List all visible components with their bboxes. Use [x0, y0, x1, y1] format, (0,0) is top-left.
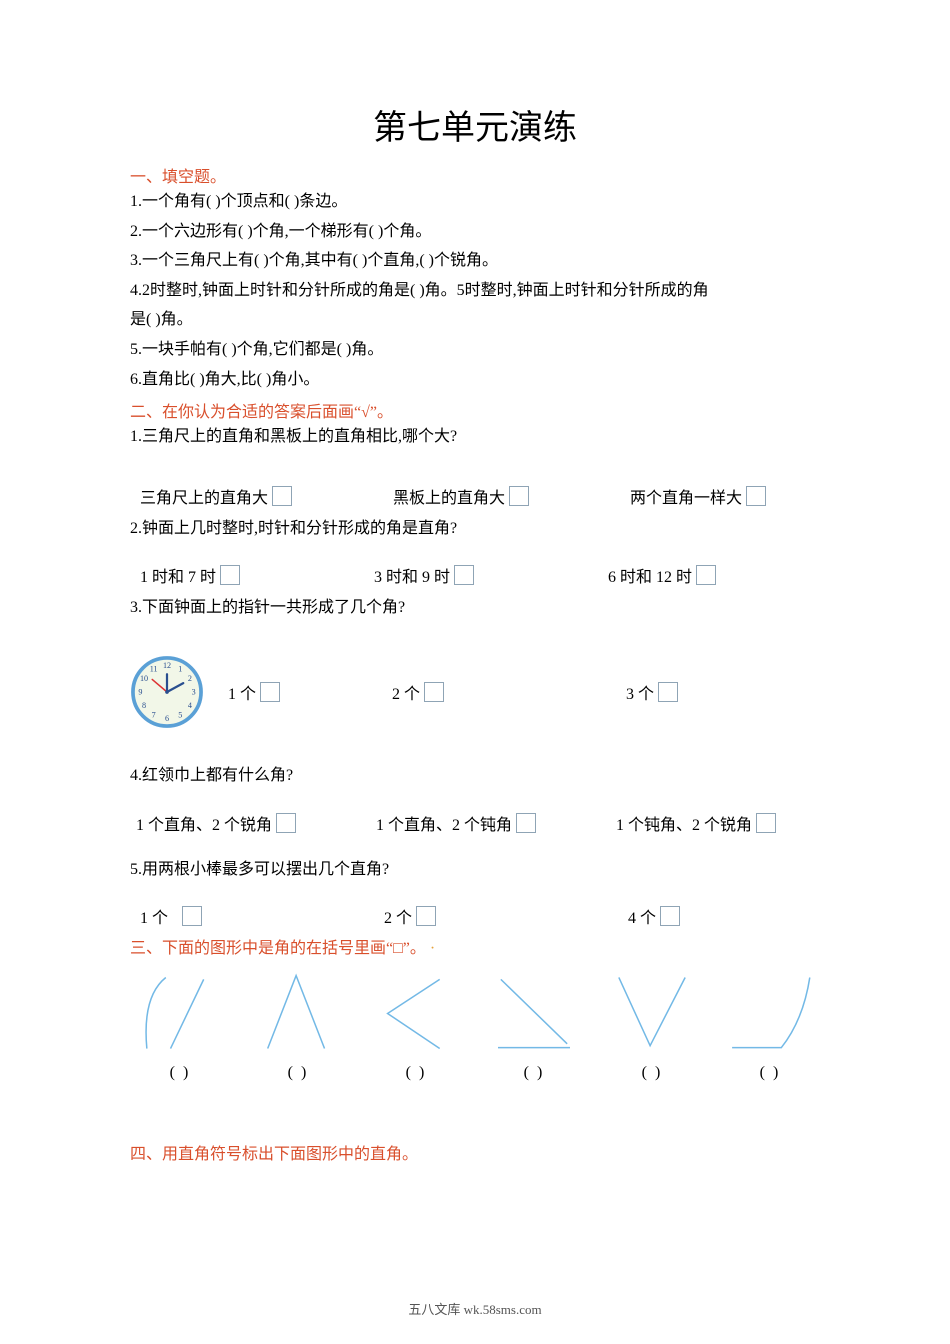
checkbox[interactable]	[272, 486, 292, 506]
fill-q4b: 是( )角。	[130, 305, 820, 335]
shape-4	[484, 968, 584, 1058]
shape-row: ( ) ( ) ( ) ( ) ( ) ( )	[130, 968, 820, 1082]
choice-q3-text: 3.下面钟面上的指针一共形成了几个角?	[130, 593, 820, 623]
svg-text:2: 2	[188, 674, 192, 683]
choice-q2-opt3-label: 6 时和 12 时	[608, 563, 692, 587]
shape-6	[720, 968, 820, 1058]
paren-2: ( )	[288, 1064, 309, 1082]
checkbox[interactable]	[182, 906, 202, 926]
svg-text:4: 4	[188, 701, 192, 710]
choice-q4-opt1-label: 1 个直角、2 个锐角	[136, 811, 272, 835]
checkbox[interactable]	[454, 565, 474, 585]
choice-q5-opt2-label: 2 个	[384, 904, 412, 928]
svg-text:7: 7	[152, 710, 156, 719]
paren-4: ( )	[524, 1064, 545, 1082]
choice-q5-opt1-label: 1 个	[140, 904, 168, 928]
checkbox[interactable]	[756, 813, 776, 833]
fill-q1: 1.一个角有( )个顶点和( )条边。	[130, 187, 820, 217]
choice-q1-opt2-label: 黑板上的直角大	[393, 484, 505, 508]
shape-2	[248, 968, 348, 1058]
svg-text:6: 6	[165, 714, 169, 723]
svg-text:3: 3	[192, 687, 196, 696]
choice-q2-options: 1 时和 7 时 3 时和 9 时 6 时和 12 时	[130, 563, 820, 587]
footer-text: 五八文库 wk.58sms.com	[0, 1299, 950, 1318]
checkbox[interactable]	[220, 565, 240, 585]
choice-q4-text: 4.红领巾上都有什么角?	[130, 761, 820, 791]
svg-text:8: 8	[142, 701, 146, 710]
choice-q3-row: 12 12 345 678 9 1011 1 个 2 个 3 个	[130, 655, 820, 729]
svg-text:12: 12	[163, 661, 171, 670]
svg-text:10: 10	[140, 674, 148, 683]
shape-3	[366, 968, 466, 1058]
paren-1: ( )	[170, 1064, 191, 1082]
fill-q4a: 4.2时整时,钟面上时针和分针所成的角是( )角。5时整时,钟面上时针和分针所成…	[130, 276, 820, 306]
choice-q5-text: 5.用两根小棒最多可以摆出几个直角?	[130, 855, 820, 885]
checkbox[interactable]	[658, 682, 678, 702]
choice-q3-opt1-label: 1 个	[228, 680, 256, 704]
svg-text:1: 1	[178, 664, 182, 673]
choice-q4-options: 1 个直角、2 个锐角 1 个直角、2 个钝角 1 个钝角、2 个锐角	[130, 811, 820, 835]
section-2-header: 二、在你认为合适的答案后面画“√”。	[130, 398, 820, 422]
checkbox[interactable]	[660, 906, 680, 926]
clock-icon: 12 12 345 678 9 1011	[130, 655, 204, 729]
choice-q3-opt3-label: 3 个	[626, 680, 654, 704]
paren-3: ( )	[406, 1064, 427, 1082]
choice-q5-options: 1 个 2 个 4 个	[130, 904, 820, 928]
fill-q5: 5.一块手帕有( )个角,它们都是( )角。	[130, 335, 820, 365]
choice-q2-text: 2.钟面上几时整时,时针和分针形成的角是直角?	[130, 514, 820, 544]
page-title: 第七单元演练	[130, 100, 820, 149]
accent-dot-icon: ·	[430, 940, 435, 957]
fill-q3: 3.一个三角尺上有( )个角,其中有( )个直角,( )个锐角。	[130, 246, 820, 276]
checkbox[interactable]	[276, 813, 296, 833]
checkbox[interactable]	[416, 906, 436, 926]
svg-text:9: 9	[138, 687, 142, 696]
section-4-header: 四、用直角符号标出下面图形中的直角。	[130, 1140, 820, 1164]
svg-text:11: 11	[150, 664, 158, 673]
choice-q1-opt3-label: 两个直角一样大	[630, 484, 742, 508]
choice-q1-text: 1.三角尺上的直角和黑板上的直角相比,哪个大?	[130, 422, 820, 452]
choice-q2-opt2-label: 3 时和 9 时	[374, 563, 450, 587]
shape-5	[602, 968, 702, 1058]
choice-q4-opt2-label: 1 个直角、2 个钝角	[376, 811, 512, 835]
fill-q2: 2.一个六边形有( )个角,一个梯形有( )个角。	[130, 217, 820, 247]
paren-5: ( )	[642, 1064, 663, 1082]
choice-q1-opt1-label: 三角尺上的直角大	[140, 484, 268, 508]
fill-q6: 6.直角比( )角大,比( )角小。	[130, 365, 820, 395]
checkbox[interactable]	[260, 682, 280, 702]
section-1-header: 一、填空题。	[130, 163, 820, 187]
checkbox[interactable]	[696, 565, 716, 585]
paren-6: ( )	[760, 1064, 781, 1082]
choice-q1-options: 三角尺上的直角大 黑板上的直角大 两个直角一样大	[130, 484, 820, 508]
section-3-header: 三、下面的图形中是角的在括号里画“□”。 ·	[130, 934, 820, 958]
checkbox[interactable]	[746, 486, 766, 506]
checkbox[interactable]	[516, 813, 536, 833]
svg-text:5: 5	[178, 710, 182, 719]
checkbox[interactable]	[424, 682, 444, 702]
choice-q2-opt1-label: 1 时和 7 时	[140, 563, 216, 587]
choice-q5-opt3-label: 4 个	[628, 904, 656, 928]
choice-q4-opt3-label: 1 个钝角、2 个锐角	[616, 811, 752, 835]
shape-1	[130, 968, 230, 1058]
checkbox[interactable]	[509, 486, 529, 506]
choice-q3-opt2-label: 2 个	[392, 680, 420, 704]
